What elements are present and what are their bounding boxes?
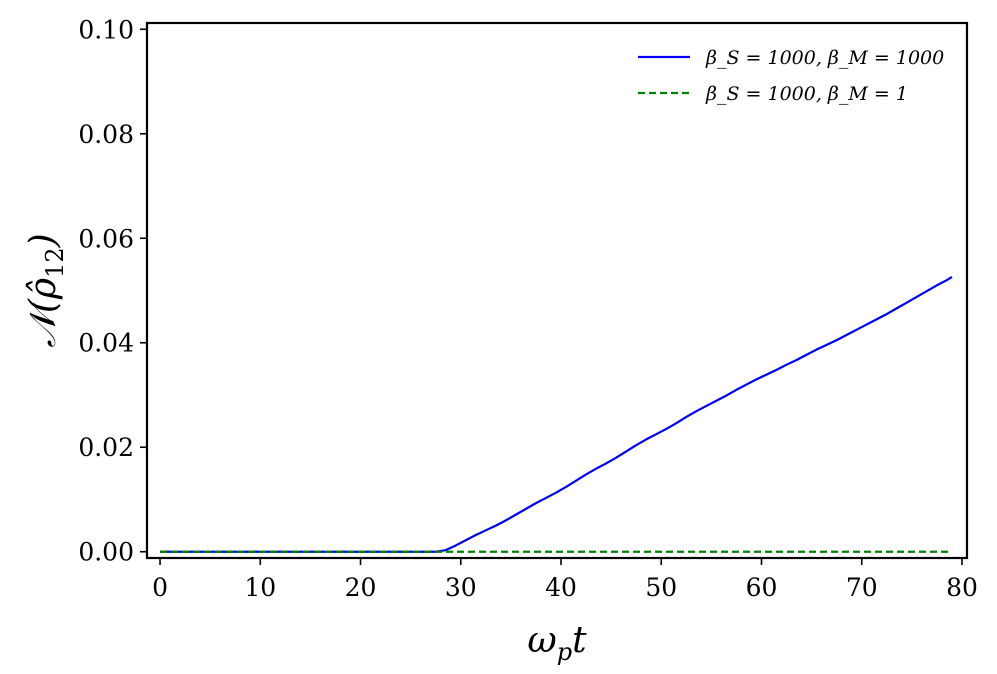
x-tick-label: 80	[946, 573, 978, 602]
x-tick-label: 0	[152, 573, 168, 602]
legend-label-2: β_S = 1000, β_M = 1	[705, 83, 908, 105]
series-layer	[160, 275, 953, 553]
y-tick-label: 0.08	[78, 120, 134, 149]
y-axis: 0.00 0.02 0.04 0.06 0.08 0.10	[78, 15, 147, 567]
x-axis: 0 10 20 30 40 50 60 70 80	[152, 558, 978, 602]
x-tick-label: 50	[645, 573, 677, 602]
x-tick-label: 20	[345, 573, 377, 602]
x-tick-label: 30	[445, 573, 477, 602]
y-tick-label: 0.00	[78, 538, 134, 567]
x-tick-label: 70	[846, 573, 878, 602]
y-tick-label: 0.10	[78, 15, 134, 44]
legend: β_S = 1000, β_M = 1000 β_S = 1000, β_M = …	[638, 47, 944, 105]
y-tick-label: 0.04	[78, 329, 134, 358]
x-tick-label: 40	[545, 573, 577, 602]
y-tick-label: 0.02	[78, 433, 134, 462]
plot-frame	[145, 21, 969, 560]
series-line-1	[160, 275, 953, 553]
y-axis-title: 𝒩(ρ̂12)	[23, 233, 69, 347]
x-axis-title: ωpt	[527, 620, 587, 666]
legend-label-1: β_S = 1000, β_M = 1000	[705, 47, 944, 69]
x-tick-label: 60	[746, 573, 778, 602]
x-tick-label: 10	[244, 573, 276, 602]
y-tick-label: 0.06	[78, 224, 134, 253]
